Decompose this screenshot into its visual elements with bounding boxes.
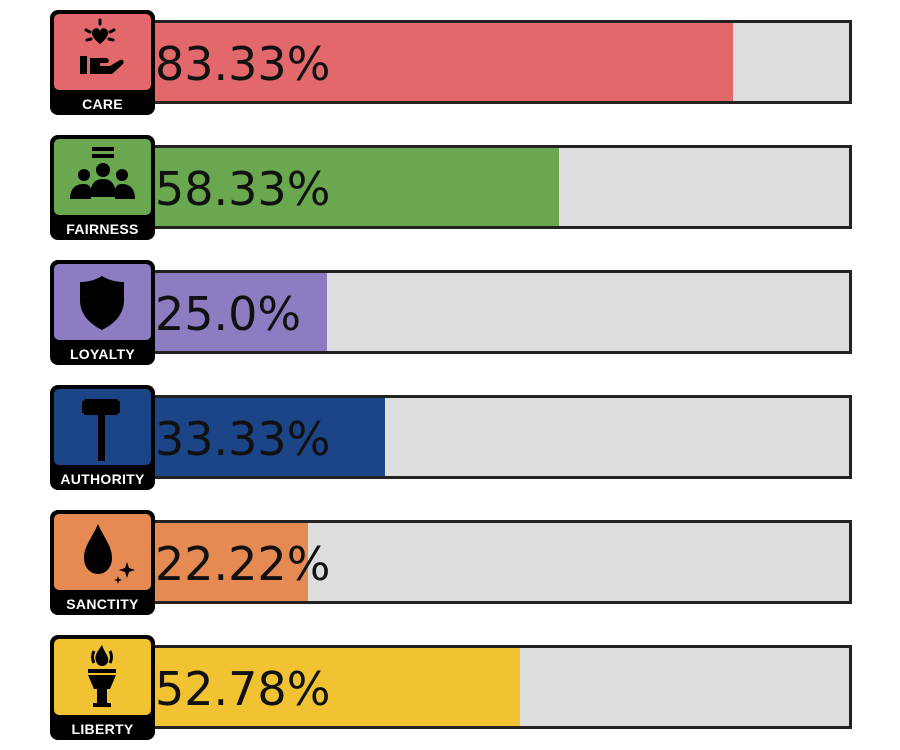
bar-track: 83.33%	[150, 20, 852, 104]
value-label-authority: 33.33%	[155, 412, 331, 466]
category-label-sanctity: SANCTITY	[66, 596, 139, 612]
bar-row-care: 83.33% CARE	[50, 10, 852, 115]
category-label-fairness: FAIRNESS	[66, 221, 139, 237]
value-label-care: 83.33%	[155, 37, 331, 91]
bar-fill-fairness	[153, 148, 559, 226]
value-label-sanctity: 22.22%	[155, 537, 331, 591]
torch-icon	[88, 645, 116, 707]
category-tile-fairness: FAIRNESS	[50, 135, 155, 240]
category-tile-loyalty: LOYALTY	[50, 260, 155, 365]
category-label-care: CARE	[82, 96, 123, 112]
bar-row-sanctity: 22.22% SANCTITY	[50, 510, 852, 615]
gavel-icon	[82, 399, 120, 461]
bar-fill-loyalty	[153, 273, 327, 351]
category-label-authority: AUTHORITY	[60, 471, 145, 487]
group-people-icon	[70, 147, 135, 199]
category-tile-authority: AUTHORITY	[50, 385, 155, 490]
bar-fill-authority	[153, 398, 385, 476]
bar-row-loyalty: 25.0% LOYALTY	[50, 260, 852, 365]
category-label-loyalty: LOYALTY	[69, 346, 136, 362]
bar-fill-liberty	[153, 648, 521, 726]
value-label-loyalty: 25.0%	[155, 287, 302, 341]
bar-row-liberty: 52.78% LIBERTY	[50, 635, 852, 740]
shield-icon	[80, 276, 124, 330]
bar-fill-care	[153, 23, 733, 101]
value-label-liberty: 52.78%	[155, 662, 331, 716]
category-tile-sanctity: SANCTITY	[50, 510, 155, 615]
category-tile-liberty: LIBERTY	[50, 635, 155, 740]
bar-track: 25.0%	[150, 270, 852, 354]
value-label-fairness: 58.33%	[155, 162, 331, 216]
category-label-liberty: LIBERTY	[71, 721, 134, 737]
droplet-sparkle-icon	[84, 524, 135, 584]
heart-hand-icon	[80, 18, 124, 74]
bar-track: 22.22%	[150, 520, 852, 604]
bar-fill-sanctity	[153, 523, 308, 601]
category-tile-care: CARE	[50, 10, 155, 115]
bar-track: 58.33%	[150, 145, 852, 229]
bar-track: 33.33%	[150, 395, 852, 479]
bar-row-authority: 33.33% AUTHORITY	[50, 385, 852, 490]
bar-row-fairness: 58.33% FAIRNESS	[50, 135, 852, 240]
bar-track: 52.78%	[150, 645, 852, 729]
